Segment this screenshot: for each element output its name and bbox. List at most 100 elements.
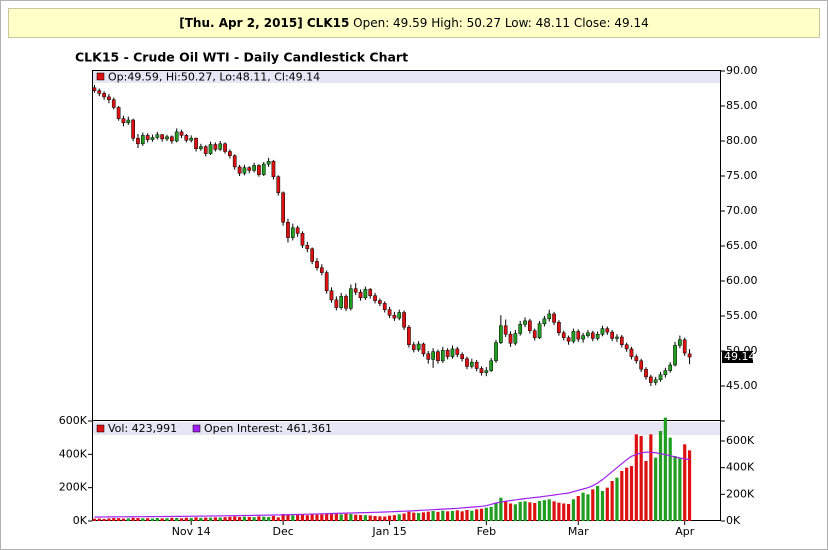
volume-bar <box>407 511 411 521</box>
candle-body <box>590 332 595 339</box>
volume-bar <box>368 515 372 521</box>
volume-bar <box>141 518 145 521</box>
volume-bar <box>107 518 111 521</box>
volume-bar <box>591 489 595 521</box>
volume-bar <box>687 450 692 521</box>
candle-body <box>252 165 256 171</box>
volume-bar <box>146 518 150 521</box>
candle-body <box>542 318 547 324</box>
volume-bar <box>387 515 392 521</box>
candle-body <box>261 163 266 175</box>
candle-body <box>300 233 305 246</box>
header: [Thu. Apr 2, 2015] CLK15 Open: 49.59 Hig… <box>179 16 648 30</box>
y2-tick-label: 0K <box>726 514 741 527</box>
candle-body <box>363 289 368 299</box>
volume-bar <box>673 456 677 521</box>
volume-bar <box>484 507 488 521</box>
candle-body <box>639 360 644 370</box>
volume-bar <box>571 499 576 521</box>
volume-bar <box>242 516 247 521</box>
volume-legend: Vol: 423,991 <box>108 422 177 435</box>
candle-body <box>571 331 576 342</box>
candle-body <box>310 248 314 262</box>
volume-bar <box>397 514 401 521</box>
candle-body <box>387 309 392 316</box>
candle-body <box>373 295 377 301</box>
candle-body <box>208 144 213 154</box>
candle-body <box>634 356 639 362</box>
volume-bar <box>121 518 126 521</box>
candle-body <box>426 353 431 360</box>
candle-body <box>595 333 600 339</box>
candle-body <box>407 326 411 345</box>
volume-bar <box>204 517 208 521</box>
candle-body <box>218 143 223 150</box>
candle-body <box>455 348 460 355</box>
candle-body <box>242 167 247 174</box>
candle-body <box>353 288 358 293</box>
candle-body <box>615 336 619 339</box>
candle-body <box>532 330 537 338</box>
candle-body <box>605 328 610 333</box>
volume-bar <box>262 516 266 521</box>
volume-bar <box>373 516 377 521</box>
y-tick-label: 75.00 <box>726 169 758 182</box>
candle-body <box>107 96 111 100</box>
x-tick-label: Feb <box>477 525 496 538</box>
candle-body <box>682 339 687 354</box>
volume-bar <box>513 504 517 521</box>
candle-body <box>561 332 566 338</box>
candle-body <box>228 151 232 156</box>
candle-body <box>315 261 319 268</box>
candle-body <box>528 320 532 331</box>
volume-bar <box>286 514 290 521</box>
candle-body <box>600 328 605 335</box>
volume-bar <box>508 503 513 521</box>
candle-body <box>460 354 464 359</box>
y-tick-label: 85.00 <box>726 99 758 112</box>
price-panel <box>92 70 721 421</box>
candle-body <box>281 192 285 223</box>
volume-bar <box>562 503 566 521</box>
candle-body <box>687 353 692 358</box>
candle-body <box>324 272 329 292</box>
volume-bar <box>131 517 135 521</box>
candle-body <box>658 374 663 380</box>
y-tick-label: 65.00 <box>726 239 758 252</box>
volume-bar <box>136 518 140 521</box>
candle-body <box>489 360 494 371</box>
y-tick-label: 600K <box>59 414 88 427</box>
candle-body <box>145 135 150 140</box>
candle-body <box>610 331 614 339</box>
volume-legend-strip <box>93 422 720 435</box>
volume-bar <box>412 512 416 521</box>
candle-body <box>223 143 227 152</box>
volume-bar <box>329 513 334 521</box>
volume-bar <box>552 501 556 521</box>
volume-bar <box>358 515 363 521</box>
y2-tick-label: 600K <box>726 434 755 447</box>
candle-body <box>136 137 140 145</box>
candle-body <box>566 337 571 342</box>
candle-body <box>102 93 106 98</box>
volume-bar <box>223 517 227 521</box>
volume-bar <box>97 518 101 521</box>
volume-bar <box>378 516 382 521</box>
candle-body <box>503 325 508 335</box>
candle-body <box>290 227 295 238</box>
volume-bar <box>421 512 426 521</box>
header-symbol: [Thu. Apr 2, 2015] CLK15 <box>179 16 349 30</box>
candle-body <box>397 312 402 319</box>
candle-body <box>469 361 474 367</box>
candle-body <box>663 370 668 376</box>
legend-swatch <box>96 424 105 433</box>
volume-bar <box>179 518 184 521</box>
candle-body <box>392 315 397 319</box>
volume-bar <box>615 477 619 521</box>
candle-body <box>644 368 648 378</box>
volume-bar <box>489 506 493 521</box>
volume-bar <box>271 516 276 521</box>
volume-bar <box>683 444 687 521</box>
candle-body <box>126 119 131 124</box>
volume-bar <box>649 434 653 521</box>
